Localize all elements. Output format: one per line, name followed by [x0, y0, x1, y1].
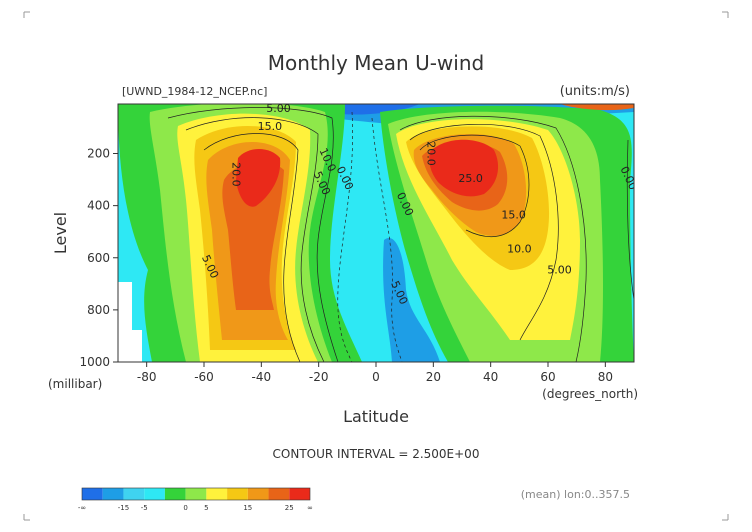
colorbar-swatch [289, 488, 310, 500]
colorbar-swatch [82, 488, 103, 500]
northern-jet [380, 104, 634, 362]
corner-marks [23, 11, 729, 521]
y-axis-units: (millibar) [48, 377, 102, 391]
y-tick-label: 400 [87, 199, 110, 213]
contour-lines [167, 107, 634, 362]
x-tick-label: 60 [540, 370, 555, 384]
chart-title: Monthly Mean U-wind [268, 51, 484, 75]
units-label: (units:m/s) [560, 84, 630, 99]
colorbar-label: 15 [243, 504, 252, 512]
x-tick-label: 80 [598, 370, 613, 384]
easterly-region [383, 238, 440, 362]
contour-label: 5.00 [547, 263, 572, 276]
x-axis-label: Latitude [343, 407, 409, 426]
y-tick-label: 1000 [79, 355, 110, 369]
colorbar-label: ∞ [307, 504, 313, 512]
x-tick-label: 40 [483, 370, 498, 384]
colorbar-label: 5 [204, 504, 208, 512]
colorbar-swatch [123, 488, 145, 500]
contour-label: 5.00 [266, 102, 291, 115]
x-tick-label: -40 [252, 370, 272, 384]
colorbar-swatch [227, 488, 248, 500]
colorbar-label: -5 [141, 504, 148, 512]
y-axis: 200 400 600 800 1000 [79, 147, 118, 369]
y-tick-label: 600 [87, 251, 110, 265]
colorbar-swatch [102, 488, 124, 500]
y-tick-label: 800 [87, 303, 110, 317]
x-tick-label: 20 [426, 370, 441, 384]
colorbar-swatch [206, 488, 228, 500]
contour-label: 20.0 [425, 141, 438, 166]
colorbar-label: -∞ [78, 504, 86, 512]
plot-area: 15.020.010.05.00 0.005.005.0020.025.00.00… [118, 102, 634, 362]
contour-label: 25.0 [458, 172, 483, 185]
contour-label: 15.0 [258, 120, 283, 133]
x-axis-units: (degrees_north) [542, 387, 638, 401]
colorbar-swatch [268, 488, 290, 500]
contour-label: 10.0 [507, 243, 532, 256]
contour-interval: CONTOUR INTERVAL = 2.500E+00 [273, 447, 480, 461]
mean-info: (mean) lon:0..357.5 [521, 488, 630, 501]
y-axis-label: Level [51, 212, 70, 254]
dataset-label: [UWND_1984-12_NCEP.nc] [122, 85, 267, 98]
contour-label: 15.0 [501, 209, 526, 222]
x-tick-label: -20 [309, 370, 329, 384]
colorbar-label: -15 [118, 504, 129, 512]
missing-data-region [118, 282, 142, 362]
colorbar-swatch [144, 488, 165, 500]
colorbar: -∞ -15 -5 0 5 15 25 ∞ [78, 487, 313, 512]
x-axis: -80 -60 -40 -20 0 20 40 60 80 [137, 362, 613, 384]
colorbar-swatch [164, 488, 186, 500]
colorbar-label: 25 [285, 504, 294, 512]
colorbar-swatch [185, 488, 207, 500]
x-tick-label: 0 [372, 370, 380, 384]
x-tick-label: -60 [194, 370, 214, 384]
colorbar-frame [81, 487, 311, 501]
colorbar-swatch [247, 488, 269, 500]
y-tick-label: 200 [87, 147, 110, 161]
contour-label: 20.0 [230, 162, 243, 187]
x-tick-label: -80 [137, 370, 157, 384]
colorbar-label: 0 [183, 504, 187, 512]
southern-jet [118, 104, 362, 362]
